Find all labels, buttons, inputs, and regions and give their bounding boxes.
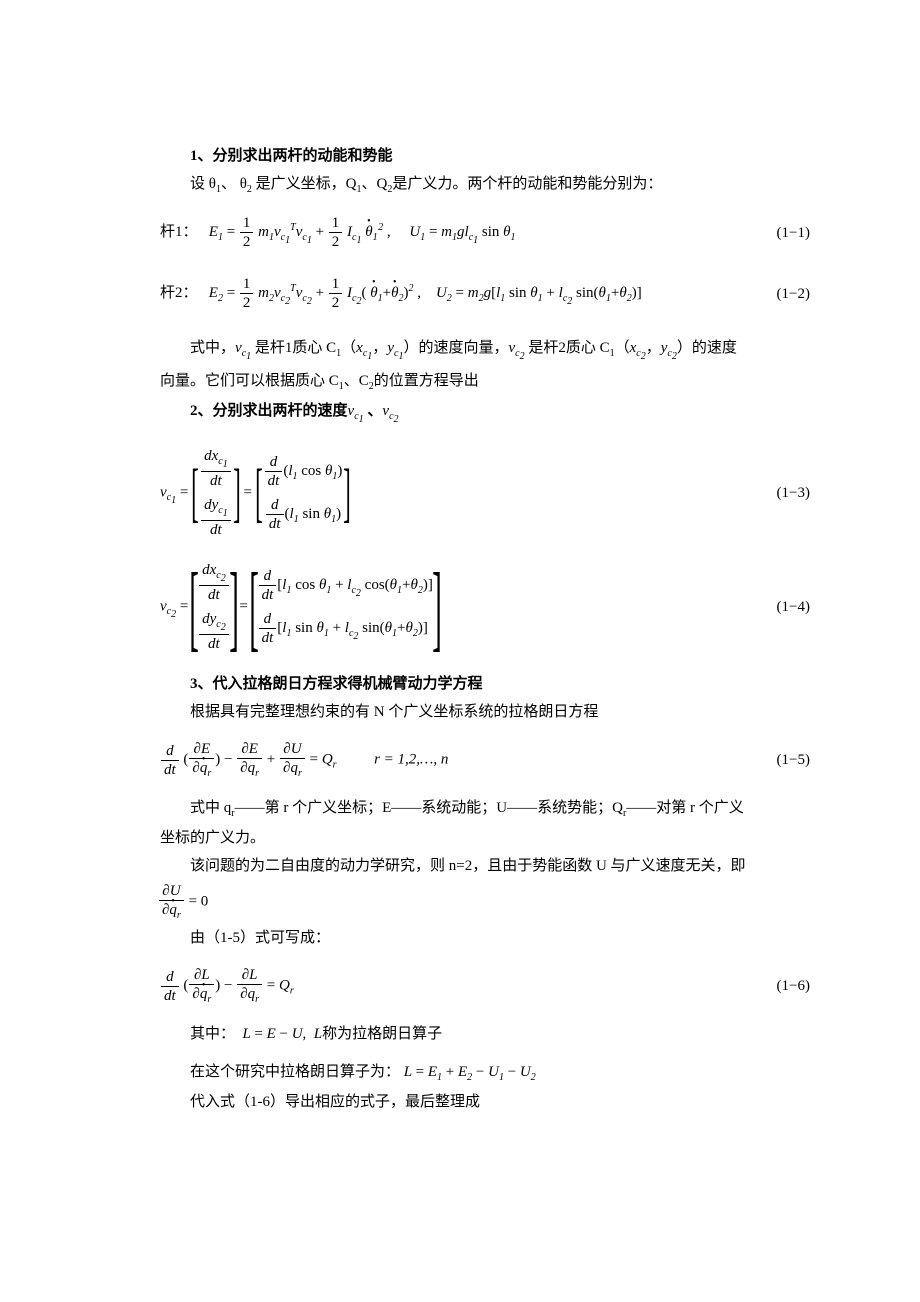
label: 杆2：	[160, 285, 198, 301]
eq-tag: (1−5)	[777, 748, 810, 772]
heading-2: 2、分别求出两杆的速度vc1 、vc2	[160, 399, 810, 428]
eq-tag: (1−3)	[777, 481, 810, 505]
paragraph-where2: 坐标的广义力。	[160, 826, 810, 850]
eq-tag: (1−1)	[777, 221, 810, 245]
paragraph-L-def: 其中： L = E − U, L称为拉格朗日算子	[160, 1022, 810, 1046]
text: 、C	[344, 373, 369, 389]
paragraph-where: 式中 qr——第 r 个广义坐标；E——系统动能；U——系统势能；Qr——对第 …	[160, 796, 810, 822]
equation-dU: ∂U∂qr = 0	[158, 882, 810, 922]
text: 是广义坐标，Q	[252, 176, 357, 192]
text: 式中，	[190, 340, 235, 356]
equation-1-4: vc2 = [ dxc2dt dyc2dt ] = [ ddt[l1 cos θ…	[160, 558, 810, 656]
text: 的位置方程导出	[374, 373, 479, 389]
equation-1-1: 杆1： E1 = 12 m1vc1Tvc1 + 12 Ic1 θ1 2 , U1…	[160, 214, 810, 251]
text: 设 θ	[190, 176, 216, 192]
paragraph-L-expand: 在这个研究中拉格朗日算子为： L = E1 + E2 − U1 − U2	[160, 1060, 810, 1086]
text: 、 θ	[221, 176, 247, 192]
text: 是杆2质心 C	[525, 340, 610, 356]
paragraph-vc2: 向量。它们可以根据质心 C1、C2的位置方程导出	[160, 369, 810, 395]
label: 杆1：	[160, 224, 198, 240]
equation-1-2: 杆2： E2 = 12 m2vc2Tvc2 + 12 Ic2( θ1+θ2)2 …	[160, 275, 810, 312]
text: ——第 r 个广义坐标；E——系统动能；U——系统势能；Q	[235, 800, 623, 816]
text: 是广义力。两个杆的动能和势能分别为：	[392, 176, 662, 192]
paragraph-intro: 设 θ1、 θ2 是广义坐标，Q1、Q2是广义力。两个杆的动能和势能分别为：	[160, 172, 810, 198]
h2-text: 2、分别求出两杆的速度	[190, 403, 348, 419]
text: ，	[372, 340, 387, 356]
text: （	[615, 340, 630, 356]
paragraph-n2: 该问题的为二自由度的动力学研究，则 n=2，且由于势能函数 U 与广义速度无关，…	[160, 854, 810, 878]
paragraph-rewrite: 由（1-5）式可写成：	[160, 926, 810, 950]
eq-tag: (1−2)	[777, 282, 810, 306]
text: 向量。它们可以根据质心 C	[160, 373, 339, 389]
text: 其中：	[190, 1026, 235, 1042]
eq-tag: (1−4)	[777, 595, 810, 619]
text: 是杆1质心 C	[251, 340, 336, 356]
text: 、Q	[361, 176, 387, 192]
text: 式中 q	[190, 800, 231, 816]
paragraph-vc: 式中，vc1 是杆1质心 C1（xc1，yc1）的速度向量，vc2 是杆2质心 …	[160, 336, 810, 365]
range: r = 1,2,…, n	[374, 751, 448, 767]
equation-1-6: ddt (∂L∂qr) − ∂L∂qr = Qr (1−6)	[160, 966, 810, 1006]
paragraph-final: 代入式（1-6）导出相应的式子，最后整理成	[160, 1090, 810, 1114]
heading-1: 1、分别求出两杆的动能和势能	[160, 144, 810, 168]
equation-1-3: vc1 = [ dxc1dt dyc1dt ] = [ ddt(l1 cos θ…	[160, 444, 810, 542]
text: 在这个研究中拉格朗日算子为：	[190, 1064, 400, 1080]
text: 称为拉格朗日算子	[322, 1026, 442, 1042]
text: （	[341, 340, 356, 356]
paragraph-lagrange-intro: 根据具有完整理想约束的有 N 个广义坐标系统的拉格朗日方程	[160, 700, 810, 724]
text: ——对第 r 个广义	[626, 800, 744, 816]
equation-1-5: ddt (∂E∂qr) − ∂E∂qr + ∂U∂qr = Qr r = 1,2…	[160, 740, 810, 780]
text: ，	[646, 340, 661, 356]
text: ）的速度向量，	[403, 340, 508, 356]
heading-3: 3、代入拉格朗日方程求得机械臂动力学方程	[160, 672, 810, 696]
eq-tag: (1−6)	[777, 974, 810, 998]
text: ）的速度	[677, 340, 737, 356]
